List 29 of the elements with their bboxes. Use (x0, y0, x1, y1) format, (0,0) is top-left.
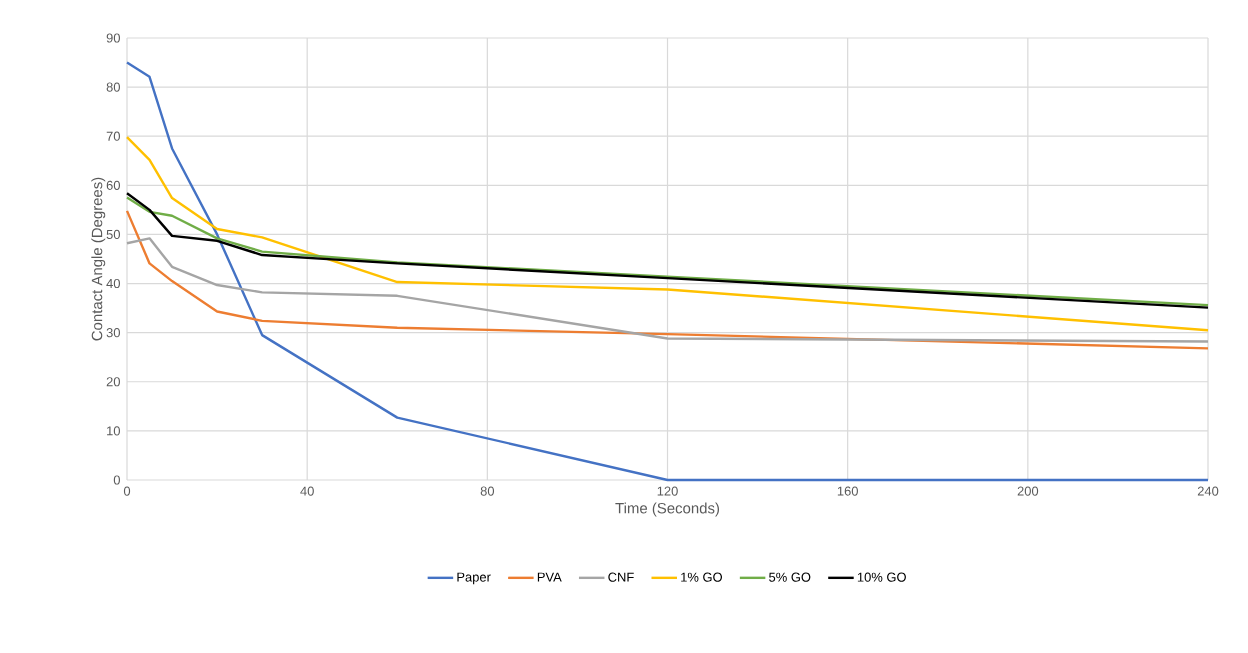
legend-label: PVA (537, 572, 562, 582)
x-tick-label: 120 (657, 486, 678, 496)
x-tick-label: 0 (123, 486, 131, 496)
x-tick-label: 40 (300, 486, 314, 496)
y-tick-label: 10 (107, 426, 120, 436)
y-tick-label: 70 (106, 131, 120, 141)
x-axis-title: Time (Seconds) (615, 502, 720, 517)
y-axis-title: Contact Angle (Degrees) (91, 177, 106, 341)
line-series (125, 61, 1210, 482)
line-series (125, 135, 1210, 332)
y-tick-label: 20 (106, 377, 120, 387)
line-series (125, 209, 1210, 350)
y-tick-label: 90 (106, 33, 120, 43)
y-tick-label: 50 (106, 229, 120, 240)
legend-label: 10% GO (857, 572, 906, 582)
legend-label: 1% GO (681, 572, 723, 582)
legend-label: 5% GO (769, 572, 811, 582)
y-tick-label: 60 (106, 180, 120, 190)
line-series (125, 237, 1210, 343)
x-tick-label: 240 (1197, 486, 1219, 496)
y-tick-label: 40 (106, 278, 120, 289)
x-tick-label: 160 (837, 486, 858, 496)
x-tick-label: 80 (480, 486, 495, 496)
y-tick-label: 0 (113, 475, 120, 485)
x-tick-label: 200 (1017, 486, 1039, 496)
y-tick-label: 80 (106, 82, 120, 92)
legend-label: CNF (608, 572, 634, 582)
legend-label: Paper (457, 572, 491, 585)
y-tick-label: 30 (106, 328, 120, 338)
